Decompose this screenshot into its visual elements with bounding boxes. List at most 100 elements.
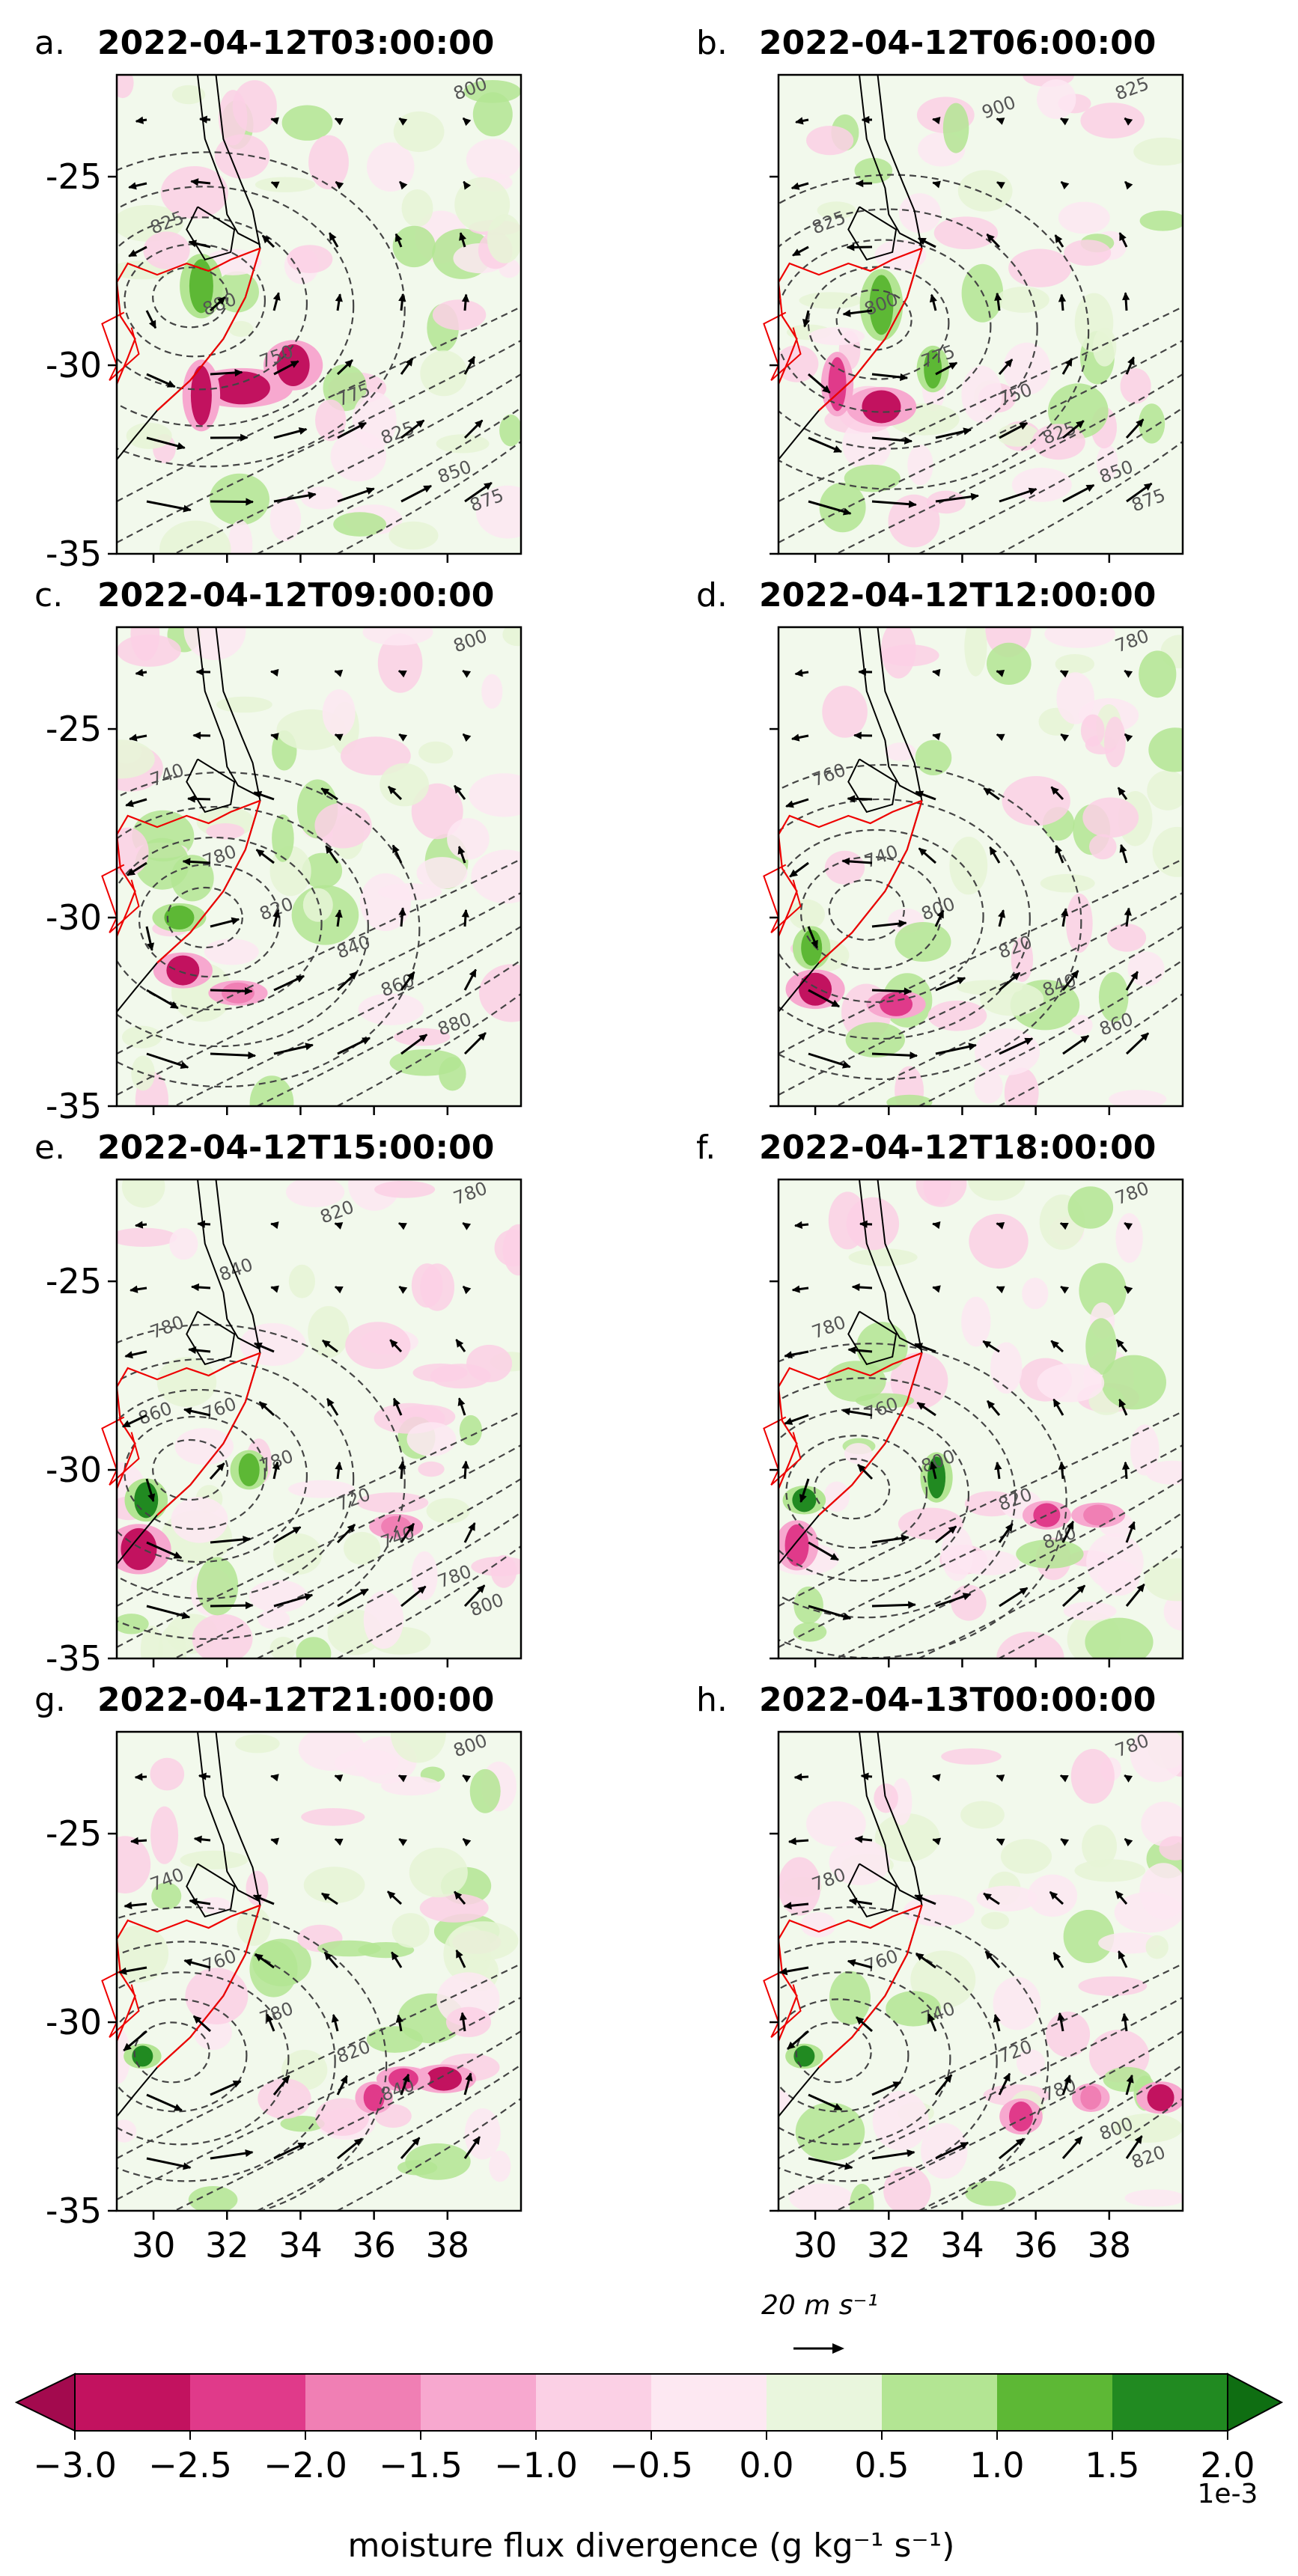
wind-arrow-head	[932, 117, 941, 125]
divergence-field	[117, 1179, 521, 1658]
wind-arrow-head	[246, 498, 255, 506]
wind-arrow-head	[1140, 1032, 1149, 1041]
convergence-blob	[976, 1885, 1038, 1912]
contour-ring	[779, 828, 984, 1004]
wind-arrow-head	[779, 1968, 788, 1976]
wind-arrow-head	[459, 2012, 467, 2021]
colorbar-segment	[190, 2374, 306, 2431]
wind-vectors	[128, 115, 493, 513]
convergence-blob	[1098, 1932, 1161, 1954]
divergence-blob	[323, 364, 367, 412]
wind-arrow-head	[118, 1967, 127, 1975]
wind-arrow-head	[1050, 786, 1059, 796]
wind-arrow-head	[846, 243, 855, 251]
feature-core	[1080, 2085, 1102, 2110]
wind-arrow-head	[359, 1589, 369, 1596]
wind-arrow-head	[198, 115, 207, 123]
panel-title: 2022-04-12T06:00:00	[759, 24, 1156, 62]
convergence-blob	[183, 627, 246, 660]
wind-arrow-head	[270, 117, 279, 125]
wind-arrow-head	[790, 182, 800, 190]
wind-arrow-head	[308, 491, 317, 500]
feature-core	[388, 2068, 418, 2090]
divergence-blob	[957, 170, 1013, 212]
wind-arrow-head	[791, 1285, 800, 1293]
wind-arrow-head	[1122, 292, 1130, 301]
wind-arrow-head	[174, 2104, 183, 2111]
contour-ring	[117, 805, 369, 1048]
wind-arrow-head	[968, 1043, 977, 1051]
convergence-blob	[214, 134, 269, 179]
contour-ring	[779, 1971, 951, 2146]
kzn-boundary	[777, 247, 922, 385]
divergence-blob	[1139, 650, 1177, 698]
feature-core	[1009, 2102, 1033, 2132]
divergence-blob	[156, 1357, 217, 1408]
wind-arrow-head	[917, 237, 927, 245]
wind-arrow-head	[465, 2072, 473, 2081]
convergence-blob	[1082, 797, 1139, 838]
convergence-blob	[888, 494, 940, 548]
wind-arrow-head	[304, 1593, 314, 1601]
wind-arrow-head	[789, 869, 798, 878]
divergence-blob	[915, 739, 952, 775]
convergence-blob	[367, 142, 415, 192]
convergence-blob	[1016, 2049, 1045, 2077]
wind-arrow-head	[270, 181, 280, 189]
wind-arrow-head	[996, 181, 1005, 189]
wind-arrow-head	[901, 1534, 909, 1542]
convergence-blob	[301, 486, 344, 510]
wind-arrow-head	[1130, 971, 1139, 980]
wind-arrow-head	[1060, 1286, 1070, 1294]
x-tick-label: 34	[278, 2225, 323, 2265]
wind-arrow-head	[335, 293, 343, 302]
contour-arc	[335, 2098, 521, 2211]
convergence-blob	[822, 686, 868, 738]
wind-arrow-head	[244, 987, 253, 995]
wind-arrow-head	[944, 2074, 952, 2084]
divergence-blob	[819, 482, 866, 533]
divergence-blob	[942, 103, 969, 153]
wind-arrow-head	[856, 2016, 865, 2025]
contour-ring	[117, 1388, 308, 1563]
convergence-blob	[445, 2006, 492, 2037]
convergence-blob	[490, 1554, 517, 1588]
contour-arc	[173, 926, 521, 1106]
contour-ring	[117, 1358, 355, 1600]
convergence-blob	[806, 126, 854, 156]
eswatini-border	[847, 758, 898, 814]
contour-ring	[117, 1906, 388, 2211]
divergence-blob	[1055, 654, 1094, 674]
region-boundary	[101, 864, 140, 933]
wind-arrow-head	[793, 1221, 803, 1229]
wind-arrow-head	[1064, 358, 1073, 367]
wind-arrow-head	[192, 2015, 202, 2024]
wind-arrow-head	[936, 909, 944, 919]
colorbar-tick-label: 0.5	[854, 2445, 909, 2485]
wind-arrow-head	[787, 2041, 796, 2050]
wind-arrow-head	[861, 115, 870, 124]
contour-arc	[835, 2030, 1183, 2211]
wind-arrow-head	[857, 1464, 866, 1473]
contour-ring	[779, 174, 1090, 490]
divergence-blob	[997, 424, 1039, 447]
wind-arrow-head	[794, 669, 803, 677]
wind-arrow-head	[914, 1343, 924, 1350]
kzn-boundary	[115, 247, 260, 385]
convergence-blob	[1159, 1836, 1183, 1861]
wind-arrow-head	[983, 1893, 992, 1901]
wind-arrow-head	[188, 239, 197, 248]
divergence-blob	[981, 1911, 1010, 1929]
divergence-blob	[302, 888, 333, 922]
wind-arrow-head	[398, 1286, 408, 1294]
colorbar-tick-label: 1.0	[969, 2445, 1024, 2485]
panel-title: 2022-04-13T00:00:00	[759, 1681, 1156, 1719]
divergence-blob	[502, 627, 521, 647]
wind-arrow-head	[853, 731, 862, 739]
convergence-blob	[975, 1028, 1040, 1075]
wind-arrow-head	[457, 846, 466, 855]
divergence-blob	[333, 512, 386, 537]
axes-frame	[777, 626, 1184, 1108]
